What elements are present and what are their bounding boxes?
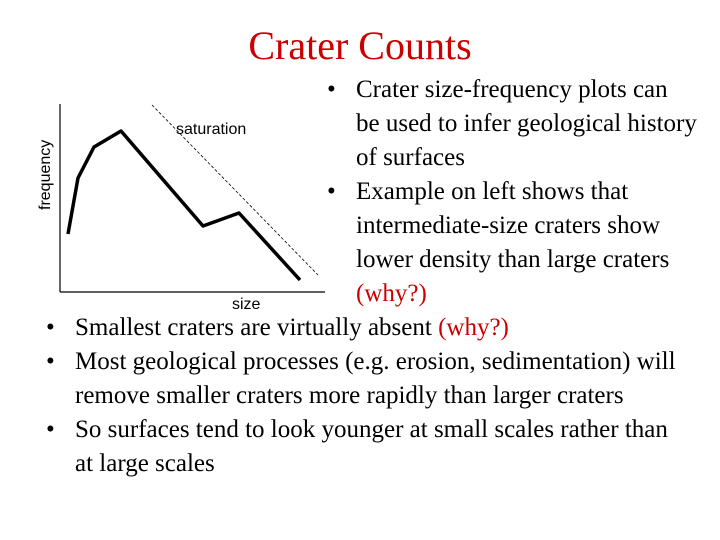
crater-size-frequency-sketch: frequency size saturation (37, 104, 325, 313)
bullet-item: • So surfaces tend to look younger at sm… (46, 413, 686, 481)
bullet-item: • Crater size-frequency plots can be use… (327, 73, 697, 175)
bullet-dot: • (327, 178, 336, 205)
bullet-text: Most geological processes (e.g. erosion,… (75, 348, 676, 409)
bullet-text: So surfaces tend to look younger at smal… (75, 416, 668, 477)
bullet-dot: • (46, 416, 55, 443)
bullet-text: Example on left shows that intermediate-… (356, 178, 670, 273)
bullet-dot: • (46, 314, 55, 341)
bullet-item: • Smallest craters are virtually absent … (46, 311, 686, 345)
bullet-item: • Example on left shows that intermediat… (327, 175, 697, 311)
saturation-label: saturation (176, 121, 246, 138)
bullet-list-bottom: • Smallest craters are virtually absent … (46, 311, 686, 481)
bullet-item: • Most geological processes (e.g. erosio… (46, 345, 686, 413)
y-axis-label: frequency (37, 140, 54, 210)
bullet-dot: • (46, 348, 55, 375)
size-frequency-curve (66, 129, 302, 282)
slide-title: Crater Counts (248, 23, 472, 68)
x-axis-label: size (232, 296, 261, 313)
bullet-list-right: • Crater size-frequency plots can be use… (327, 73, 697, 311)
bullet-dot: • (327, 76, 336, 103)
question-highlight: (why?) (438, 314, 509, 341)
question-highlight: (why?) (356, 280, 427, 307)
bullet-text: Crater size-frequency plots can be used … (356, 76, 697, 171)
bullet-text: Smallest craters are virtually absent (75, 314, 439, 341)
